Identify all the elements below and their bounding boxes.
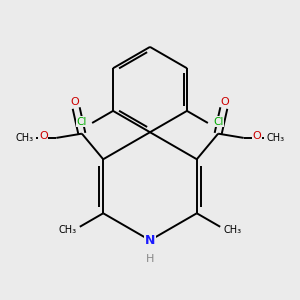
Text: Cl: Cl [214,117,224,127]
Text: O: O [221,97,230,107]
Text: N: N [145,234,155,247]
Text: CH₃: CH₃ [266,133,285,143]
Text: CH₃: CH₃ [15,133,34,143]
Text: O: O [252,131,261,142]
Text: Cl: Cl [76,117,86,127]
Text: CH₃: CH₃ [223,225,241,235]
Text: O: O [70,97,79,107]
Text: O: O [39,131,48,142]
Text: H: H [146,254,154,264]
Text: CH₃: CH₃ [59,225,77,235]
